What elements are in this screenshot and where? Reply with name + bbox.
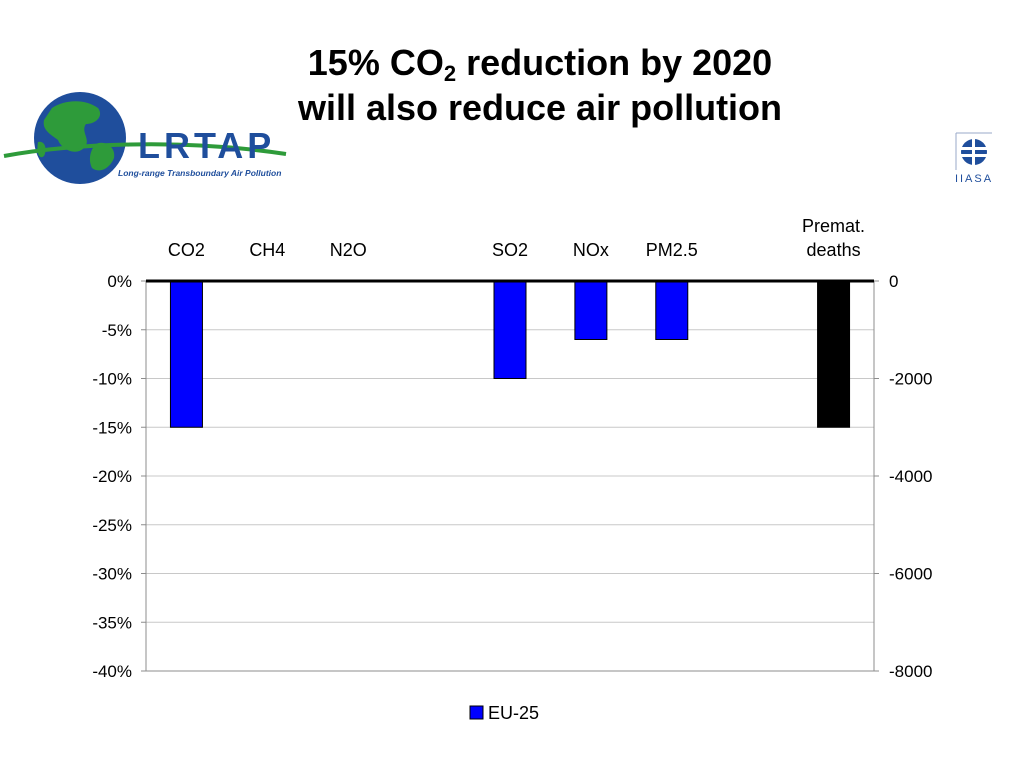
bar-premat-deaths bbox=[817, 280, 851, 428]
right-tick-label: -8000 bbox=[889, 662, 932, 681]
category-label: N2O bbox=[330, 240, 367, 260]
left-tick-label: -25% bbox=[92, 516, 132, 535]
left-tick-label: -10% bbox=[92, 370, 132, 389]
iiasa-wordmark: IIASA bbox=[955, 173, 993, 185]
bar-nox bbox=[574, 280, 608, 340]
category-label: CO2 bbox=[168, 240, 205, 260]
lrtap-tagline: Long-range Transboundary Air Pollution bbox=[118, 168, 281, 178]
globe-icon bbox=[34, 92, 126, 184]
category-label: PM2.5 bbox=[646, 240, 698, 260]
left-tick-label: -20% bbox=[92, 467, 132, 486]
orbit-swoosh bbox=[3, 142, 287, 158]
bar-co2 bbox=[169, 280, 203, 428]
legend-swatch bbox=[469, 705, 484, 720]
lrtap-wordmark: LRTAP bbox=[138, 125, 275, 166]
bar-so2 bbox=[493, 280, 527, 379]
category-label: NOx bbox=[573, 240, 609, 260]
legend-label: EU-25 bbox=[488, 703, 539, 723]
title-subscript: 2 bbox=[443, 61, 457, 86]
left-tick-label: -35% bbox=[92, 613, 132, 632]
title-reduction-text: reduction by 2020 bbox=[456, 42, 773, 83]
category-label: Premat. bbox=[802, 216, 865, 236]
category-label: CH4 bbox=[249, 240, 285, 260]
left-tick-label: -30% bbox=[92, 565, 132, 584]
bar-pm2-5 bbox=[655, 280, 689, 340]
iiasa-globe-icon bbox=[961, 139, 987, 165]
left-tick-label: 0% bbox=[107, 272, 132, 291]
left-tick-label: -5% bbox=[102, 321, 132, 340]
slide-title: 15% CO2 reduction by 2020 will also redu… bbox=[240, 40, 840, 130]
category-label: SO2 bbox=[492, 240, 528, 260]
right-tick-label: -2000 bbox=[889, 370, 932, 389]
left-tick-label: -15% bbox=[92, 418, 132, 437]
category-label: deaths bbox=[807, 240, 861, 260]
lrtap-logo: LRTAP Long-range Transboundary Air Pollu… bbox=[3, 92, 287, 184]
right-tick-label: -6000 bbox=[889, 565, 932, 584]
iiasa-logo: IIASA bbox=[955, 132, 993, 185]
left-tick-label: -40% bbox=[92, 662, 132, 681]
right-tick-label: -4000 bbox=[889, 467, 932, 486]
right-tick-label: 0 bbox=[889, 272, 898, 291]
title-line-2: will also reduce air pollution bbox=[297, 87, 783, 128]
title-line-1: 15% CO2 reduction by 2020 bbox=[240, 40, 840, 85]
title-co2-text: 15% CO bbox=[307, 42, 444, 83]
